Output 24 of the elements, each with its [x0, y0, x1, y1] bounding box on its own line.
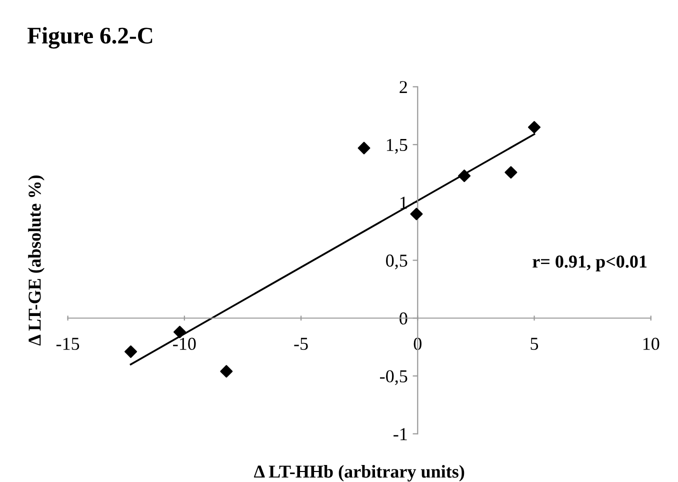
y-tick-label: 1,5: [386, 138, 408, 154]
x-tick-label: -15: [56, 338, 80, 350]
y-tick-label: 2: [400, 81, 407, 94]
x-tick-label: -10: [173, 338, 196, 350]
point: [174, 326, 186, 338]
point: [528, 120, 541, 134]
y-tick-label: -1: [394, 428, 407, 440]
x-tick-label: 0: [414, 338, 422, 350]
annotation: r= 0.91, p<0.01: [532, 256, 647, 272]
point: [124, 345, 138, 358]
chart-title: Figure 6.2-C: [28, 26, 152, 49]
point: [410, 208, 423, 220]
x-tick-label: -5: [294, 338, 308, 350]
y-tick-label: 0,5: [386, 254, 408, 270]
x-axis-title: Δ LT-HHb (arbitrary units): [254, 465, 464, 482]
x-tick-label: 5: [530, 338, 538, 350]
point: [358, 142, 370, 154]
point: [504, 166, 518, 179]
point: [220, 365, 233, 378]
y-tick-label: -0,5: [380, 370, 408, 385]
point: [458, 170, 471, 182]
y-axis-title: Δ LT-GE (absolute %): [28, 176, 44, 346]
y-tick-label: 0: [400, 312, 408, 325]
x-tick-label: 10: [643, 338, 660, 350]
